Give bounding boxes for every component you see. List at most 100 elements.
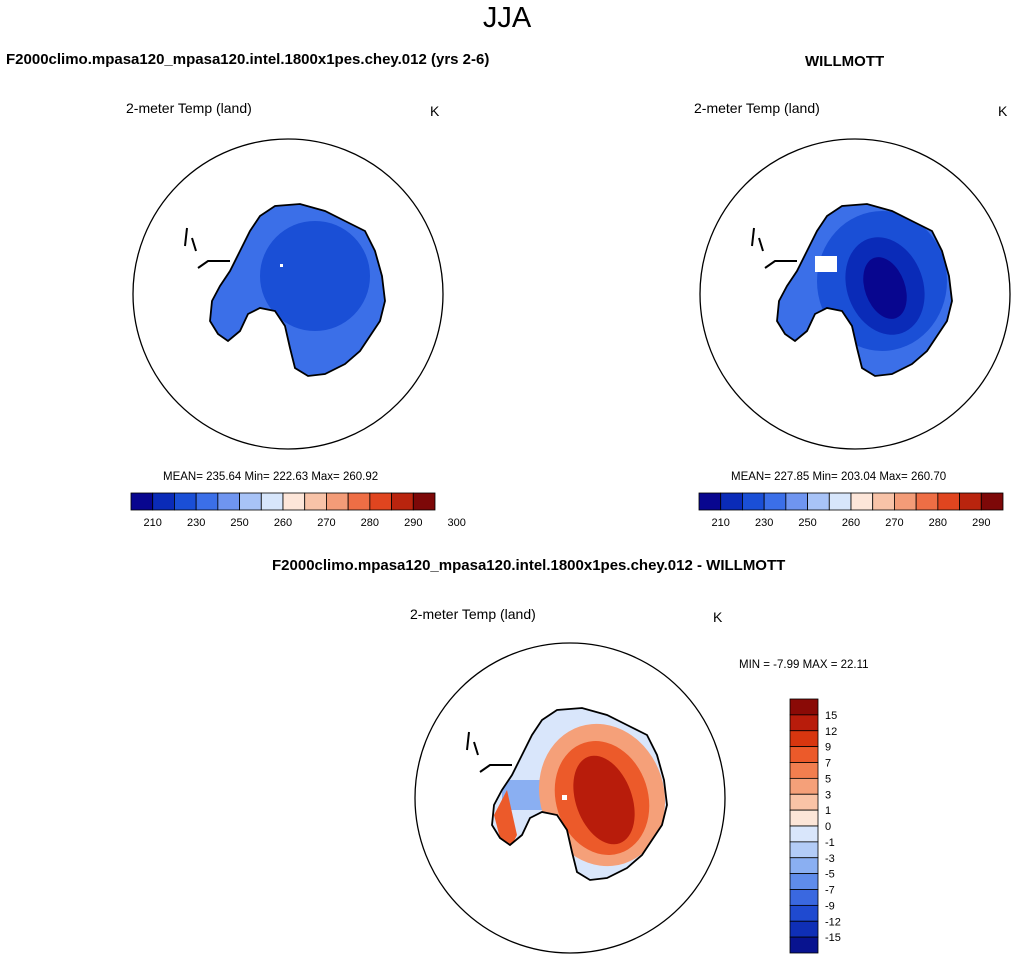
colorbar-swatch [282,492,306,511]
colorbar-tick-label: -9 [825,900,835,912]
obs-units-label: K [998,103,1008,119]
colorbar-swatch [894,492,917,511]
model-variable-label: 2-meter Temp (land) [126,100,252,116]
colorbar-tick-label: 5 [825,773,831,785]
colorbar-tick-label: 230 [187,517,205,529]
colorbar-tick-label: 210 [144,517,162,529]
colorbar-swatch [789,714,819,732]
colorbar-swatch [789,746,819,763]
colorbar-tick-label: 260 [274,517,292,529]
obs-case-title: WILLMOTT [805,53,885,70]
colorbar-swatch [789,936,819,954]
colorbar-swatch [980,492,1004,511]
colorbar-tick-label: 290 [404,517,422,529]
colorbar-swatch [785,492,808,511]
colorbar-tick-label: 210 [712,517,730,529]
colorbar-tick-label: 270 [317,517,335,529]
diff-case-title: F2000climo.mpasa120_mpasa120.intel.1800x… [272,557,786,574]
diff-peninsula-coast [466,731,512,773]
colorbar-swatch [763,492,787,511]
colorbar-swatch [239,492,262,511]
colorbar-swatch [412,492,436,511]
colorbar-swatch [789,904,819,922]
obs-coastline [776,203,953,377]
model-peninsula-coast [184,227,230,269]
colorbar-tick-label: 250 [798,517,816,529]
colorbar-swatch [828,492,852,511]
colorbar-swatch [789,889,819,906]
diff-map [414,642,726,954]
colorbar-swatch [789,698,819,716]
colorbar-tick-label: -12 [825,916,841,928]
colorbar-tick-label: -1 [825,837,835,849]
model-stats: MEAN= 235.64 Min= 222.63 Max= 260.92 [163,471,379,483]
diff-coastline [491,707,668,881]
colorbar-swatch [789,777,819,795]
model-colorbar: 210 230 250 260 270 280 290 300 [130,492,466,529]
colorbar-swatch [391,492,414,511]
colorbar-tick-label: -3 [825,853,835,865]
colorbar-swatch [260,492,284,511]
colorbar-swatch [789,793,819,811]
model-case-title: F2000climo.mpasa120_mpasa120.intel.1800x… [6,51,490,68]
obs-map [699,138,1011,450]
colorbar-swatch [130,492,154,511]
colorbar-swatch [174,492,197,511]
colorbar-swatch [789,920,819,938]
colorbar-tick-label: 0 [825,821,831,833]
colorbar-swatch [807,492,830,511]
colorbar-swatch [789,841,819,859]
colorbar-swatch [152,492,175,511]
model-units-label: K [430,103,440,119]
colorbar-swatch [217,492,240,511]
colorbar-tick-label: 260 [842,517,860,529]
diff-units-label: K [713,609,723,625]
colorbar-swatch [369,492,392,511]
colorbar-tick-label: 9 [825,742,831,754]
colorbar-swatch [789,873,819,890]
obs-variable-label: 2-meter Temp (land) [694,100,820,116]
colorbar-swatch [789,730,819,748]
diff-field-core [573,755,635,845]
colorbar-tick-label: 300 [448,517,466,529]
colorbar-swatch [959,492,982,511]
colorbar-swatch [326,492,349,511]
diff-stats: MIN = -7.99 MAX = 22.11 [739,659,869,671]
diff-colorbar: 15 12 9 7 5 3 1 0 -1 -3 -5 -7 -9 -12 -15 [789,698,841,954]
colorbar-swatch [195,492,219,511]
colorbar-tick-label: 280 [929,517,947,529]
colorbar-tick-label: -7 [825,885,835,897]
colorbar-tick-label: 7 [825,758,831,770]
colorbar-swatch [742,492,765,511]
obs-peninsula-coast [751,227,797,269]
colorbar-tick-label: 280 [361,517,379,529]
colorbar-swatch [872,492,895,511]
colorbar-swatch [698,492,722,511]
model-map [132,138,444,450]
colorbar-swatch [789,825,819,843]
diff-variable-label: 2-meter Temp (land) [410,606,536,622]
colorbar-tick-label: 12 [825,726,837,738]
colorbar-swatch [304,492,327,511]
colorbar-swatch [915,492,939,511]
model-field-interior [260,221,370,331]
colorbar-swatch [720,492,743,511]
colorbar-swatch [850,492,874,511]
model-coastline [209,203,386,377]
colorbar-swatch [347,492,371,511]
obs-stats: MEAN= 227.85 Min= 203.04 Max= 260.70 [731,471,947,483]
colorbar-tick-label: 1 [825,805,831,817]
colorbar-tick-label: -15 [825,932,841,944]
colorbar-swatch [789,809,819,827]
obs-field-core [863,257,907,319]
colorbar-tick-label: 250 [230,517,248,529]
figure-title: JJA [482,2,532,34]
colorbar-swatch [789,857,819,875]
colorbar-tick-label: 230 [755,517,773,529]
colorbar-tick-label: 290 [972,517,990,529]
colorbar-tick-label: 270 [885,517,903,529]
colorbar-swatch [789,762,819,779]
colorbar-tick-label: 3 [825,789,831,801]
colorbar-tick-label: -5 [825,869,835,881]
